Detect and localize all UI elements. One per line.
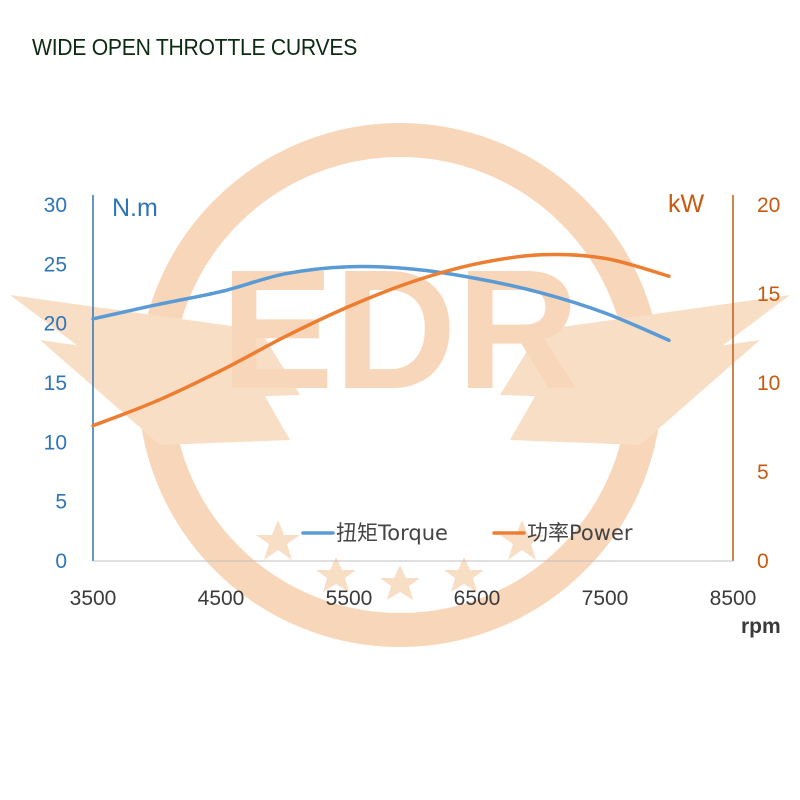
left-axis-ticks: 0 5 10 15 20 25 30 [44, 194, 67, 573]
legend-torque-label: 扭矩Torque [336, 521, 448, 545]
watermark-star-icon [444, 557, 484, 592]
chart-title: WIDE OPEN THROTTLE CURVES [32, 34, 358, 60]
torque-line [91, 264, 671, 343]
x-tick-label: 7500 [582, 587, 629, 610]
watermark-star-icon [380, 565, 420, 600]
x-axis-ticks: 3500 4500 5500 6500 7500 8500 [70, 587, 757, 610]
legend: 扭矩Torque 功率Power [301, 521, 633, 545]
right-tick-label: 10 [757, 372, 780, 395]
x-tick-label: 5500 [326, 587, 373, 610]
x-tick-label: 3500 [70, 587, 117, 610]
watermark-text: EDR [221, 235, 580, 425]
right-tick-label: 0 [757, 550, 769, 573]
watermark-star-icon [316, 557, 356, 592]
series-layer [91, 252, 671, 428]
x-tick-label: 4500 [198, 587, 245, 610]
right-axis-unit: kW [668, 190, 705, 218]
series-torque [91, 264, 671, 343]
right-tick-label: 15 [757, 283, 780, 306]
watermark-star-icon [256, 520, 300, 560]
left-tick-label: 0 [55, 550, 67, 573]
left-tick-label: 25 [44, 253, 67, 276]
left-tick-label: 15 [44, 372, 67, 395]
power-line [91, 252, 671, 428]
series-power [91, 252, 671, 428]
left-tick-label: 5 [55, 491, 67, 514]
watermark-star-icon [500, 520, 544, 560]
watermark-logo: EDR [10, 123, 790, 647]
left-axis-unit: N.m [112, 194, 158, 222]
x-axis-label: rpm [741, 615, 781, 638]
x-tick-label: 8500 [710, 587, 757, 610]
legend-power-label: 功率Power [527, 521, 633, 545]
left-tick-label: 10 [44, 431, 67, 454]
left-tick-label: 20 [44, 313, 67, 336]
left-tick-label: 30 [44, 194, 67, 217]
right-tick-label: 5 [757, 461, 769, 484]
right-axis-ticks: 0 5 10 15 20 [757, 194, 780, 573]
x-tick-label: 6500 [454, 587, 501, 610]
right-tick-label: 20 [757, 194, 780, 217]
